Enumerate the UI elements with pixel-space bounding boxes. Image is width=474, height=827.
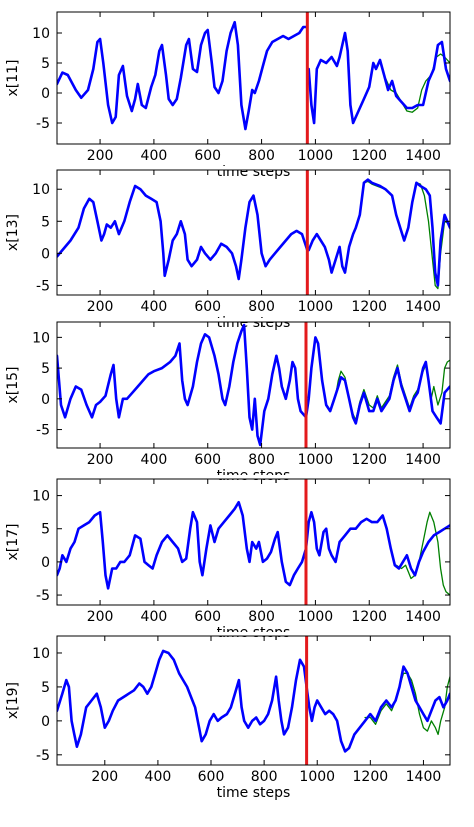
x-tick-label: 1400 xyxy=(406,769,442,785)
x-tick-label: 600 xyxy=(198,769,225,785)
x-tick-label: 400 xyxy=(141,299,168,315)
y-axis-label: x[15] xyxy=(5,366,21,403)
y-tick-label: 5 xyxy=(41,56,50,72)
x-tick-label: 200 xyxy=(91,769,118,785)
x-tick-label: 200 xyxy=(87,609,114,625)
panel-overlap-mask xyxy=(56,632,451,636)
plot-frame xyxy=(56,478,451,606)
y-tick-label: 10 xyxy=(32,489,50,505)
true-series-line-1-1 xyxy=(307,31,450,125)
true-series-line-4-0 xyxy=(57,500,308,590)
subplot-x13: 200 400 600 800 1000 1200 1400 -5 0 5 10 x[13] time … xyxy=(5,169,451,331)
prediction-series-line-4-2 xyxy=(395,511,450,596)
x-tick-label: 1200 xyxy=(351,609,387,625)
x-tick-label: 800 xyxy=(248,609,275,625)
x-tick-label: 800 xyxy=(248,299,275,315)
x-tick-label: 1000 xyxy=(298,148,334,164)
true-series-line-2-1 xyxy=(307,178,450,287)
y-axis-label: x[13] xyxy=(5,214,21,251)
y-tick-label: 10 xyxy=(32,182,50,198)
x-tick-label: 1000 xyxy=(299,769,335,785)
true-series-line-2-0 xyxy=(57,184,309,281)
x-tick-label: 200 xyxy=(87,299,114,315)
y-tick-label: 0 xyxy=(41,246,50,262)
y-tick-label: 0 xyxy=(41,86,50,102)
x-tick-label: 1400 xyxy=(405,609,441,625)
y-tick-label: 5 xyxy=(41,522,50,538)
y-tick-label: 10 xyxy=(32,646,50,662)
x-tick-label: 600 xyxy=(194,148,221,164)
x-tick-label: 800 xyxy=(248,148,275,164)
x-tick-label: 1000 xyxy=(298,609,334,625)
x-tick-label: 1400 xyxy=(405,299,441,315)
y-tick-label: -5 xyxy=(36,588,50,604)
x-tick-label: 1000 xyxy=(298,299,334,315)
plot-frame xyxy=(56,11,451,145)
plot-frame xyxy=(56,321,451,449)
y-tick-label: -5 xyxy=(36,278,50,294)
plot-frame xyxy=(56,635,451,766)
y-tick-label: 10 xyxy=(32,26,50,42)
x-axis-label: time steps xyxy=(217,785,291,801)
x-tick-label: 600 xyxy=(194,609,221,625)
y-tick-label: -5 xyxy=(36,748,50,764)
prediction-series-line-1-2 xyxy=(384,53,450,113)
x-tick-label: 800 xyxy=(251,769,278,785)
y-tick-label: 10 xyxy=(32,330,50,346)
y-tick-label: 5 xyxy=(41,214,50,230)
y-tick-label: 0 xyxy=(41,392,50,408)
y-tick-label: -5 xyxy=(36,116,50,132)
true-series-line-5-0 xyxy=(57,649,308,748)
plot-frame xyxy=(56,169,451,296)
x-tick-label: 400 xyxy=(141,609,168,625)
panel-overlap-mask xyxy=(56,318,451,322)
prediction-series-line-5-2 xyxy=(364,672,450,736)
y-axis-label: x[11] xyxy=(5,59,21,96)
subplot-x19: 200 400 600 800 1000 1200 1400 -5 0 5 10 x[19] time … xyxy=(5,635,451,801)
y-tick-label: 0 xyxy=(41,714,50,730)
subplot-x11: 200 400 600 800 1000 1200 1400-50510x[11]time … xyxy=(5,11,451,180)
x-tick-label: 1400 xyxy=(405,148,441,164)
subplot-x15: 200400600800100012001400-50510x[15]time … xyxy=(5,321,451,484)
x-tick-label: 1000 xyxy=(298,452,334,468)
y-axis-label: x[17] xyxy=(5,523,21,560)
x-tick-label: 400 xyxy=(141,148,168,164)
x-tick-label: 400 xyxy=(141,452,168,468)
x-tick-label: 600 xyxy=(194,299,221,315)
true-series-line-1-0 xyxy=(57,20,309,131)
x-tick-label: 1200 xyxy=(351,299,387,315)
subplot-x17: 200400600800100012001400-50510x[17]time … xyxy=(5,478,451,641)
true-series-line-3-0 xyxy=(57,323,308,447)
y-tick-label: 5 xyxy=(41,361,50,377)
x-tick-label: 200 xyxy=(87,148,114,164)
true-series-line-5-1 xyxy=(305,665,450,753)
x-tick-label: 400 xyxy=(145,769,172,785)
x-tick-label: 1200 xyxy=(351,148,387,164)
x-axis-label: time steps xyxy=(217,315,291,331)
x-tick-label: 1400 xyxy=(405,452,441,468)
true-series-line-4-1 xyxy=(304,510,450,577)
true-series-line-3-1 xyxy=(304,336,450,425)
x-tick-label: 600 xyxy=(194,452,221,468)
y-tick-label: 0 xyxy=(41,555,50,571)
x-tick-label: 800 xyxy=(248,452,275,468)
x-tick-label: 200 xyxy=(87,452,114,468)
y-axis-label: x[19] xyxy=(5,682,21,719)
panel-overlap-mask xyxy=(56,475,451,479)
y-tick-label: -5 xyxy=(36,423,50,439)
panel-overlap-mask xyxy=(56,166,451,170)
x-tick-label: 1200 xyxy=(351,452,387,468)
x-tick-label: 1200 xyxy=(353,769,389,785)
y-tick-label: 5 xyxy=(41,680,50,696)
